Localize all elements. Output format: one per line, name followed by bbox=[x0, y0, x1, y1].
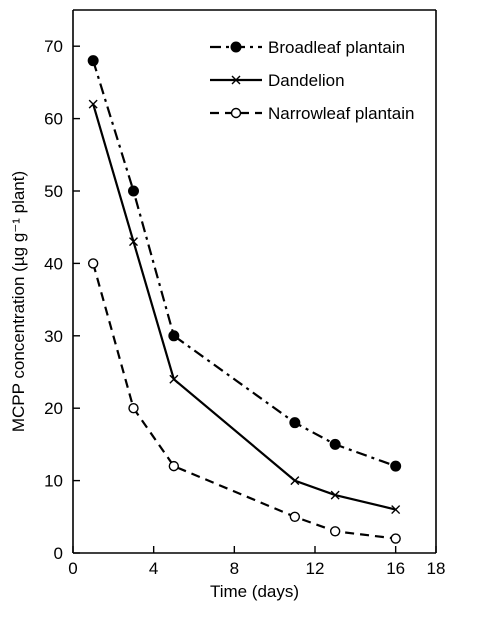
data-point bbox=[329, 438, 341, 450]
y-axis-ticks: 0 10 20 30 40 50 60 70 bbox=[44, 37, 80, 563]
series-line-dandelion bbox=[92, 103, 396, 511]
legend-swatch-marker bbox=[230, 107, 242, 119]
y-tick-label: 40 bbox=[44, 254, 63, 273]
series-broadleaf-plantain bbox=[87, 55, 402, 472]
data-point bbox=[169, 374, 179, 384]
data-point bbox=[330, 490, 340, 500]
data-point bbox=[390, 533, 401, 544]
legend: Broadleaf plantain Dandelion Narrowleaf pl… bbox=[210, 38, 414, 123]
data-point bbox=[391, 505, 401, 515]
x-tick-label: 18 bbox=[427, 559, 446, 578]
data-point bbox=[128, 185, 139, 197]
data-point bbox=[390, 460, 402, 472]
data-point bbox=[87, 55, 99, 67]
x-tick-label: 8 bbox=[230, 559, 239, 578]
series-group bbox=[87, 55, 402, 544]
y-axis-label: MCPP concentration (µg g⁻¹ plant) bbox=[9, 171, 28, 432]
data-point bbox=[289, 511, 301, 522]
legend-entry-broadleaf-plantain: Broadleaf plantain bbox=[210, 38, 405, 57]
x-tick-label: 4 bbox=[149, 559, 158, 578]
y-tick-label: 60 bbox=[44, 110, 63, 129]
series-dandelion bbox=[88, 99, 401, 515]
legend-label: Narrowleaf plantain bbox=[268, 104, 414, 123]
legend-swatch-marker bbox=[230, 41, 242, 53]
data-point bbox=[87, 258, 99, 269]
data-point bbox=[329, 526, 341, 537]
data-point bbox=[88, 99, 98, 109]
y-tick-label: 20 bbox=[44, 399, 63, 418]
y-tick-label: 70 bbox=[44, 37, 63, 56]
y-tick-label: 50 bbox=[44, 182, 63, 201]
legend-entry-dandelion: Dandelion bbox=[210, 71, 345, 90]
series-narrowleaf-plantain bbox=[87, 258, 401, 544]
y-tick-label: 10 bbox=[44, 472, 63, 491]
x-tick-label: 12 bbox=[306, 559, 325, 578]
data-point bbox=[128, 403, 139, 414]
data-point bbox=[290, 476, 300, 486]
data-point bbox=[168, 460, 180, 472]
y-tick-label: 30 bbox=[44, 327, 63, 346]
legend-swatch-marker bbox=[231, 75, 241, 85]
y-tick-label: 0 bbox=[54, 544, 63, 563]
series-line-broadleaf-plantain bbox=[92, 60, 397, 468]
axes bbox=[72, 9, 437, 554]
data-point bbox=[129, 237, 138, 247]
data-point bbox=[168, 330, 180, 342]
x-tick-label: 0 bbox=[68, 559, 77, 578]
x-tick-label: 16 bbox=[386, 559, 405, 578]
legend-label: Dandelion bbox=[268, 71, 345, 90]
legend-label: Broadleaf plantain bbox=[268, 38, 405, 57]
series-line-narrowleaf-plantain bbox=[92, 263, 396, 540]
x-axis-ticks: 0 4 8 12 16 18 bbox=[68, 546, 445, 578]
x-axis-label: Time (days) bbox=[210, 582, 299, 601]
legend-entry-narrowleaf-plantain: Narrowleaf plantain bbox=[210, 104, 414, 123]
data-point bbox=[289, 417, 301, 429]
